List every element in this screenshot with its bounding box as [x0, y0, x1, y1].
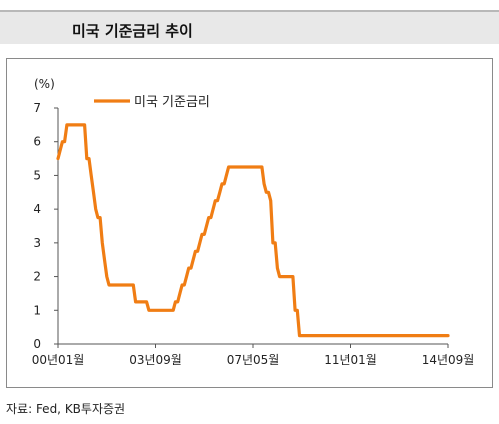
y-axis-unit-label: (%)	[34, 77, 55, 91]
page-title: 미국 기준금리 추이	[72, 22, 193, 40]
y-tick-label: 2	[33, 270, 41, 284]
y-tick-label: 3	[33, 236, 41, 250]
y-tick-label: 4	[33, 202, 41, 216]
x-tick-label: 00년01월	[32, 353, 85, 367]
series-line	[56, 123, 450, 338]
legend-label: 미국 기준금리	[134, 95, 210, 110]
y-tick-label: 1	[33, 303, 41, 317]
title-bar: 미국 기준금리 추이	[0, 10, 499, 44]
x-tick-label: 03년09월	[129, 353, 182, 367]
rate-line-chart: 0 1 2 3 4 5 6 7 (%) 00년01월 03년09월 07년05월 11년01월 14년09…	[32, 77, 475, 367]
y-tick-label: 6	[33, 135, 41, 149]
chart-frame	[6, 58, 493, 388]
source-note: 자료: Fed, KB투자증권	[6, 402, 126, 416]
x-tick-label: 07년05월	[227, 353, 280, 367]
x-tick-label: 11년01월	[324, 353, 377, 367]
x-tick-label: 14년09월	[422, 353, 475, 367]
y-tick-label: 0	[33, 337, 41, 351]
y-tick-label: 7	[33, 101, 41, 115]
y-tick-label: 5	[33, 168, 41, 182]
